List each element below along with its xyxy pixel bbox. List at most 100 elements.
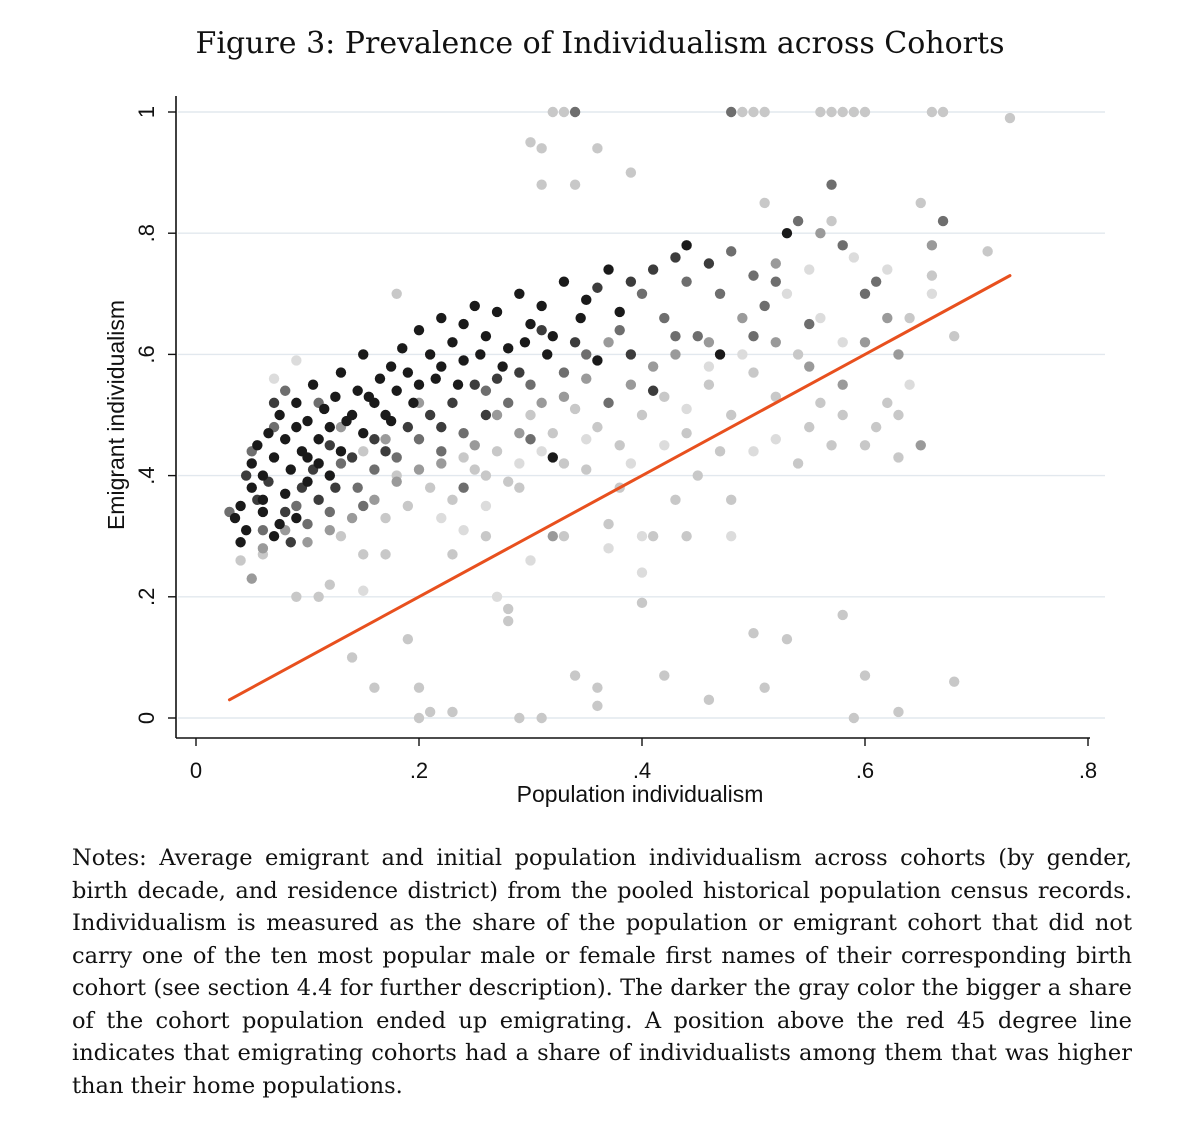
scatter-point [703, 379, 715, 390]
scatter-point [614, 324, 625, 336]
scatter-point [240, 524, 252, 536]
scatter-point [380, 446, 391, 457]
scatter-point [770, 258, 781, 269]
scatter-point [424, 706, 436, 718]
scatter-point [837, 337, 848, 348]
scatter-point [659, 312, 670, 324]
scatter-point [480, 331, 492, 342]
scatter-point [915, 440, 926, 451]
scatter-point [302, 452, 313, 463]
scatter-point [291, 512, 302, 524]
scatter-point [536, 300, 547, 312]
scatter-point [335, 446, 347, 457]
scatter-point [503, 343, 514, 354]
scatter-point [926, 270, 938, 281]
scatter-point [558, 458, 570, 469]
scatter-point [815, 228, 826, 239]
scatter-point [302, 518, 313, 530]
y-tick-label: 1 [134, 106, 159, 118]
figure-title: Figure 3: Prevalence of Individualism ac… [195, 26, 1005, 61]
scatter-point [346, 652, 358, 663]
scatter-point [558, 106, 570, 118]
scatter-point [458, 524, 469, 536]
scatter-point [703, 258, 715, 269]
scatter-point [614, 440, 625, 451]
scatter-point [614, 306, 625, 318]
scatter-point [870, 276, 882, 287]
scatter-point [759, 682, 770, 693]
scatter-point [369, 682, 380, 693]
scatter-point [413, 324, 425, 336]
scatter-point [313, 434, 324, 445]
scatter-point [335, 458, 347, 469]
scatter-point [391, 288, 402, 299]
y-tick-label: .8 [134, 224, 159, 242]
scatter-point [436, 361, 447, 372]
scatter-point [949, 676, 960, 687]
scatter-point [257, 543, 269, 554]
scatter-point [268, 397, 280, 409]
scatter-point [380, 434, 391, 445]
scatter-point [592, 355, 603, 366]
scatter-point [324, 470, 335, 481]
scatter-point [926, 288, 938, 299]
x-tick-label: .8 [1079, 758, 1097, 783]
x-tick-label: .2 [410, 758, 428, 783]
scatter-point [636, 567, 648, 578]
scatter-point [726, 246, 737, 257]
scatter-point [837, 379, 848, 390]
scatter-point [692, 470, 703, 481]
scatter-point [385, 361, 397, 372]
scatter-point [703, 337, 715, 348]
scatter-point [770, 434, 781, 445]
scatter-point [497, 361, 508, 372]
scatter-point [246, 458, 257, 469]
scatter-point [458, 427, 469, 439]
scatter-point [792, 458, 804, 469]
scatter-point [469, 379, 480, 390]
scatter-point [291, 397, 302, 409]
scatter-point [469, 464, 480, 475]
scatter-point [458, 452, 469, 463]
scatter-point [397, 343, 408, 354]
y-tick-label: .4 [134, 466, 159, 484]
scatter-point [581, 349, 592, 360]
scatter-point [280, 434, 291, 445]
scatter-point [458, 482, 469, 493]
scatter-point [413, 379, 425, 390]
scatter-point [291, 500, 302, 512]
scatter-point [569, 337, 581, 348]
scatter-point [659, 670, 670, 681]
scatter-point [859, 106, 871, 118]
scatter-point [330, 391, 341, 403]
scatter-point [893, 349, 904, 360]
scatter-point [436, 312, 447, 324]
scatter-point [748, 446, 759, 457]
scatter-point [603, 337, 614, 348]
scatter-point [726, 409, 737, 421]
scatter-point [358, 446, 369, 457]
scatter-point [458, 318, 469, 330]
scatter-point [882, 312, 893, 324]
scatter-point [536, 446, 547, 457]
scatter-point [257, 506, 269, 518]
scatter-point [703, 361, 715, 372]
scatter-point [670, 349, 681, 360]
scatter-point [536, 397, 547, 409]
scatter-point [848, 106, 860, 118]
scatter-point [447, 337, 458, 348]
scatter-point [781, 634, 793, 645]
scatter-point [525, 318, 536, 330]
scatter-point [257, 524, 269, 536]
scatter-point [547, 331, 558, 342]
scatter-point [926, 106, 938, 118]
scatter-point [581, 434, 592, 445]
y-tick-label: 0 [134, 712, 159, 724]
scatter-point [893, 706, 904, 718]
scatter-point [848, 712, 860, 724]
scatter-point [307, 379, 319, 390]
scatter-point [592, 421, 603, 433]
scatter-point [636, 409, 648, 421]
scatter-point [581, 373, 592, 384]
scatter-point [257, 470, 269, 481]
